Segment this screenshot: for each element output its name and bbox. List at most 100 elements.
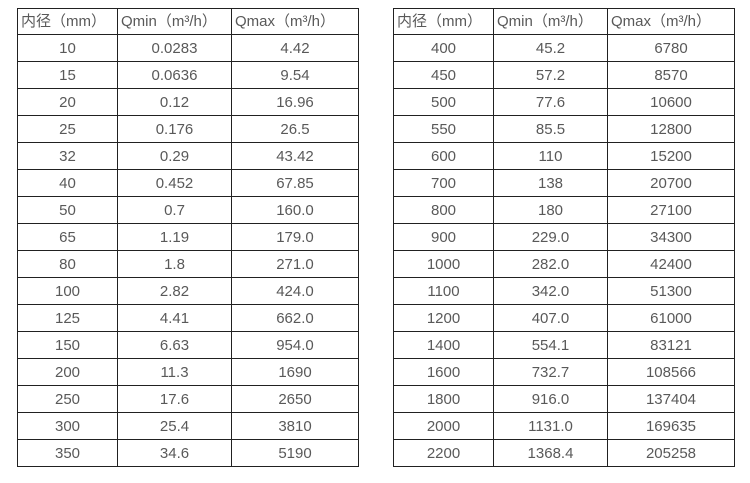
table-cell: 51300 [607, 277, 735, 305]
table-cell: 2000 [393, 412, 494, 440]
table-cell: 407.0 [493, 304, 608, 332]
table-cell: 205258 [607, 439, 735, 467]
table-cell: 900 [393, 223, 494, 251]
table-cell: 100 [17, 277, 118, 305]
flow-range-table-small-diameters: 内径（mm） Qmin（m³/h） Qmax（m³/h） 10 0.0283 4.4… [17, 8, 359, 467]
table-cell: 80 [17, 250, 118, 278]
table-cell: 400 [393, 34, 494, 62]
table-row: 300 25.4 3810 [17, 412, 359, 440]
table-cell: 0.452 [117, 169, 232, 197]
table-row: 125 4.41 662.0 [17, 304, 359, 332]
table-cell: 40 [17, 169, 118, 197]
header-inner-diameter: 内径（mm） [17, 8, 118, 35]
table-cell: 550 [393, 115, 494, 143]
table-cell: 732.7 [493, 358, 608, 386]
table-cell: 0.176 [117, 115, 232, 143]
header-qmax: Qmax（m³/h） [231, 8, 359, 35]
table-cell: 83121 [607, 331, 735, 359]
table-row: 250 17.6 2650 [17, 385, 359, 413]
table-row: 350 34.6 5190 [17, 439, 359, 467]
table-cell: 138 [493, 169, 608, 197]
table-cell: 137404 [607, 385, 735, 413]
header-qmin: Qmin（m³/h） [117, 8, 232, 35]
table-cell: 65 [17, 223, 118, 251]
table-cell: 1690 [231, 358, 359, 386]
table-header-row: 内径（mm） Qmin（m³/h） Qmax（m³/h） [393, 8, 735, 35]
table-row: 900 229.0 34300 [393, 223, 735, 251]
table-cell: 0.0636 [117, 61, 232, 89]
table-header-row: 内径（mm） Qmin（m³/h） Qmax（m³/h） [17, 8, 359, 35]
table-cell: 3810 [231, 412, 359, 440]
table-cell: 250 [17, 385, 118, 413]
table-cell: 1.8 [117, 250, 232, 278]
table-cell: 200 [17, 358, 118, 386]
table-cell: 2200 [393, 439, 494, 467]
table-cell: 0.29 [117, 142, 232, 170]
header-inner-diameter: 内径（mm） [393, 8, 494, 35]
table-cell: 32 [17, 142, 118, 170]
table-row: 2000 1131.0 169635 [393, 412, 735, 440]
table-cell: 450 [393, 61, 494, 89]
table-cell: 271.0 [231, 250, 359, 278]
table-cell: 4.41 [117, 304, 232, 332]
table-cell: 2.82 [117, 277, 232, 305]
table-row: 15 0.0636 9.54 [17, 61, 359, 89]
table-row: 25 0.176 26.5 [17, 115, 359, 143]
flow-range-table-large-diameters: 内径（mm） Qmin（m³/h） Qmax（m³/h） 400 45.2 6780… [393, 8, 735, 467]
table-cell: 108566 [607, 358, 735, 386]
table-cell: 1100 [393, 277, 494, 305]
table-row: 1600 732.7 108566 [393, 358, 735, 386]
table-cell: 180 [493, 196, 608, 224]
table-cell: 34300 [607, 223, 735, 251]
header-qmax: Qmax（m³/h） [607, 8, 735, 35]
table-cell: 0.12 [117, 88, 232, 116]
table-row: 20 0.12 16.96 [17, 88, 359, 116]
table-row: 500 77.6 10600 [393, 88, 735, 116]
table-cell: 8570 [607, 61, 735, 89]
table-cell: 61000 [607, 304, 735, 332]
table-row: 400 45.2 6780 [393, 34, 735, 62]
table-cell: 42400 [607, 250, 735, 278]
table-row: 800 180 27100 [393, 196, 735, 224]
table-cell: 10600 [607, 88, 735, 116]
table-row: 100 2.82 424.0 [17, 277, 359, 305]
table-row: 1100 342.0 51300 [393, 277, 735, 305]
table-cell: 9.54 [231, 61, 359, 89]
table-cell: 1400 [393, 331, 494, 359]
table-cell: 50 [17, 196, 118, 224]
table-cell: 20700 [607, 169, 735, 197]
table-cell: 25.4 [117, 412, 232, 440]
table-cell: 1800 [393, 385, 494, 413]
table-cell: 0.7 [117, 196, 232, 224]
table-cell: 0.0283 [117, 34, 232, 62]
table-cell: 125 [17, 304, 118, 332]
table-cell: 229.0 [493, 223, 608, 251]
table-row: 550 85.5 12800 [393, 115, 735, 143]
table-row: 50 0.7 160.0 [17, 196, 359, 224]
table-cell: 350 [17, 439, 118, 467]
table-cell: 554.1 [493, 331, 608, 359]
table-body: 10 0.0283 4.42 15 0.0636 9.54 20 0.12 16.96 25 0.1… [17, 34, 359, 467]
table-cell: 11.3 [117, 358, 232, 386]
table-body: 400 45.2 6780 450 57.2 8570 500 77.6 10600 550 85.… [393, 34, 735, 467]
table-row: 2200 1368.4 205258 [393, 439, 735, 467]
header-qmin: Qmin（m³/h） [493, 8, 608, 35]
table-cell: 2650 [231, 385, 359, 413]
table-cell: 17.6 [117, 385, 232, 413]
table-cell: 1131.0 [493, 412, 608, 440]
table-cell: 700 [393, 169, 494, 197]
table-cell: 25 [17, 115, 118, 143]
table-row: 80 1.8 271.0 [17, 250, 359, 278]
table-row: 600 110 15200 [393, 142, 735, 170]
table-cell: 1.19 [117, 223, 232, 251]
table-cell: 4.42 [231, 34, 359, 62]
table-cell: 15 [17, 61, 118, 89]
table-cell: 160.0 [231, 196, 359, 224]
table-cell: 1000 [393, 250, 494, 278]
table-cell: 27100 [607, 196, 735, 224]
table-cell: 1368.4 [493, 439, 608, 467]
table-row: 200 11.3 1690 [17, 358, 359, 386]
table-row: 32 0.29 43.42 [17, 142, 359, 170]
table-cell: 85.5 [493, 115, 608, 143]
